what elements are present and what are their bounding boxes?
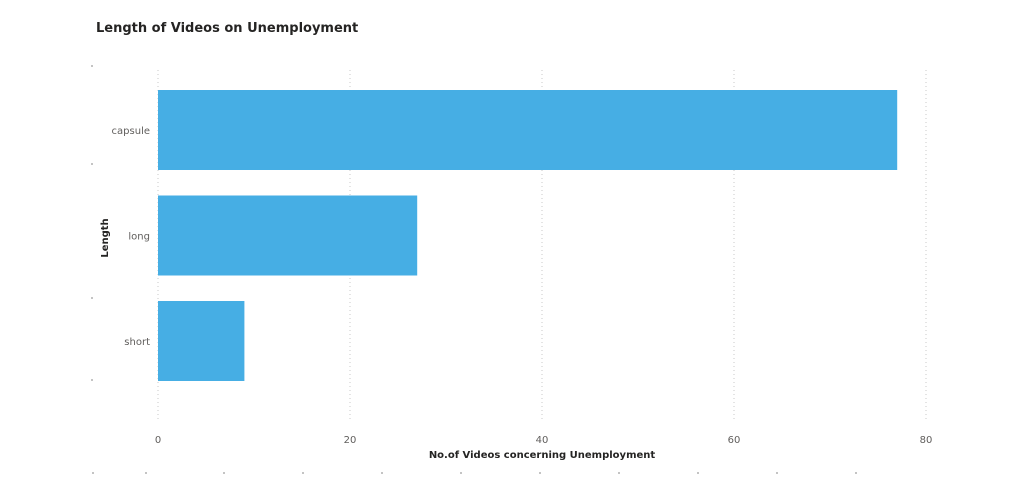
frame-dot-bottom-10 bbox=[855, 472, 857, 474]
frame-dot-bottom-9 bbox=[776, 472, 778, 474]
x-tick-labels: 0 20 40 60 80 bbox=[155, 435, 933, 446]
y-axis-title: Length bbox=[100, 218, 111, 257]
y-tick-label-short: short bbox=[124, 337, 150, 348]
frame-dot-bottom-3 bbox=[302, 472, 304, 474]
y-tick-label-capsule: capsule bbox=[112, 126, 150, 137]
frame-dot-bottom-1 bbox=[145, 472, 147, 474]
frame-dots bbox=[91, 65, 857, 474]
frame-dot-bottom-8 bbox=[697, 472, 699, 474]
frame-dot-bottom-0 bbox=[92, 472, 94, 474]
frame-dot-bottom-2 bbox=[223, 472, 225, 474]
frame-dot-left-0 bbox=[91, 65, 93, 67]
bar-short bbox=[158, 301, 245, 381]
frame-dot-left-3 bbox=[91, 379, 93, 381]
bar-long bbox=[158, 195, 418, 276]
y-tick-labels: capsule long short bbox=[112, 126, 151, 348]
x-tick-label-0: 0 bbox=[155, 435, 161, 446]
x-tick-label-60: 60 bbox=[728, 435, 741, 446]
x-tick-label-80: 80 bbox=[920, 435, 933, 446]
x-tick-label-20: 20 bbox=[344, 435, 357, 446]
x-tick-label-40: 40 bbox=[536, 435, 549, 446]
frame-dot-bottom-7 bbox=[618, 472, 620, 474]
frame-dot-bottom-6 bbox=[539, 472, 541, 474]
frame-dot-bottom-5 bbox=[460, 472, 462, 474]
frame-dot-bottom-4 bbox=[381, 472, 383, 474]
y-tick-label-long: long bbox=[128, 232, 150, 243]
chart-title: Length of Videos on Unemployment bbox=[96, 21, 359, 36]
bar-capsule bbox=[158, 90, 898, 170]
frame-dot-left-1 bbox=[91, 163, 93, 165]
x-axis-title: No.of Videos concerning Unemployment bbox=[429, 450, 656, 461]
bars bbox=[158, 90, 898, 381]
frame-dot-left-2 bbox=[91, 297, 93, 299]
